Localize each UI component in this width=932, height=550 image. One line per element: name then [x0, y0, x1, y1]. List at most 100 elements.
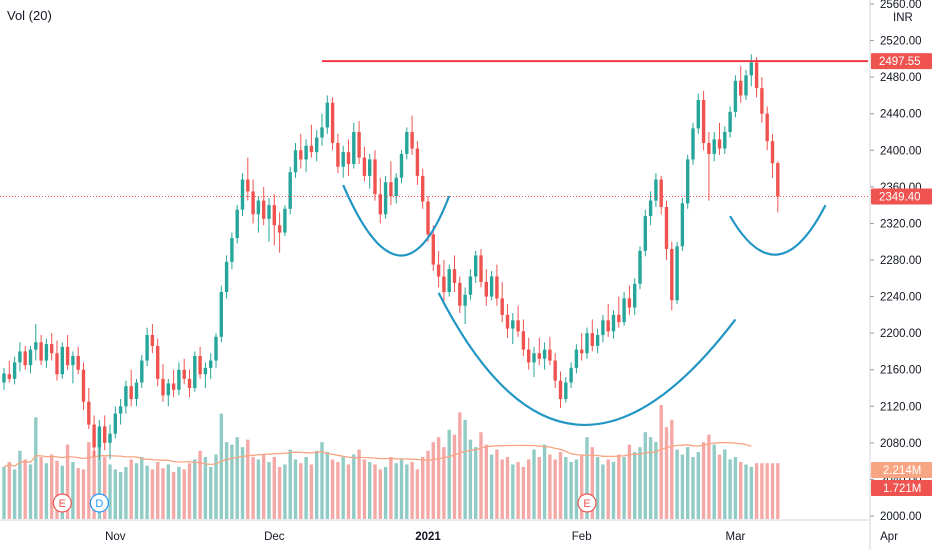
candle[interactable]	[474, 250, 478, 283]
candle[interactable]	[277, 212, 282, 253]
candle[interactable]	[569, 362, 573, 388]
candle[interactable]	[182, 358, 186, 385]
candle[interactable]	[707, 132, 711, 201]
candle[interactable]	[262, 186, 266, 226]
candle[interactable]	[240, 173, 245, 217]
candle[interactable]	[436, 250, 441, 288]
candle[interactable]	[585, 327, 589, 359]
candle[interactable]	[299, 133, 303, 169]
handle-arc[interactable]	[729, 204, 827, 256]
candle[interactable]	[214, 333, 218, 368]
candle[interactable]	[717, 122, 722, 155]
candle[interactable]	[723, 126, 727, 154]
candle[interactable]	[140, 355, 144, 388]
candle[interactable]	[315, 130, 319, 162]
cup-arc[interactable]	[437, 292, 737, 426]
candle[interactable]	[680, 197, 685, 251]
candle[interactable]	[558, 371, 563, 409]
candle[interactable]	[2, 367, 6, 390]
candle[interactable]	[765, 106, 769, 151]
candle[interactable]	[431, 225, 435, 271]
candle[interactable]	[341, 145, 345, 178]
candle[interactable]	[749, 54, 753, 87]
candle[interactable]	[373, 150, 377, 201]
candle[interactable]	[171, 369, 176, 398]
candle[interactable]	[134, 378, 139, 407]
candle[interactable]	[362, 146, 367, 182]
candle[interactable]	[463, 287, 467, 324]
candle[interactable]	[548, 336, 552, 366]
candle[interactable]	[235, 205, 239, 244]
event-marker[interactable]: E	[52, 493, 72, 513]
candle[interactable]	[12, 356, 17, 385]
volume-indicator-label[interactable]: Vol (20)	[7, 8, 52, 23]
candle[interactable]	[421, 168, 425, 209]
candle[interactable]	[686, 154, 690, 209]
candle[interactable]	[484, 269, 488, 306]
candle[interactable]	[458, 276, 462, 314]
candle[interactable]	[129, 369, 133, 407]
candle[interactable]	[7, 360, 11, 383]
candle[interactable]	[659, 175, 663, 215]
candle[interactable]	[744, 69, 748, 100]
candle[interactable]	[65, 334, 70, 370]
candle[interactable]	[378, 177, 382, 224]
candle[interactable]	[55, 340, 59, 381]
event-marker[interactable]: D	[89, 493, 110, 513]
candle[interactable]	[601, 314, 605, 343]
candle[interactable]	[34, 324, 38, 361]
candle[interactable]	[776, 161, 780, 213]
candle[interactable]	[28, 345, 33, 374]
candle[interactable]	[712, 132, 716, 162]
candle[interactable]	[383, 175, 388, 219]
candle[interactable]	[166, 378, 170, 407]
candle[interactable]	[739, 66, 743, 103]
candle[interactable]	[442, 260, 446, 302]
candle[interactable]	[219, 285, 223, 343]
candle[interactable]	[330, 97, 335, 151]
candle[interactable]	[256, 196, 261, 233]
candle[interactable]	[606, 303, 610, 337]
candle[interactable]	[81, 362, 86, 410]
candle[interactable]	[410, 115, 414, 155]
candle[interactable]	[39, 334, 43, 366]
candle[interactable]	[113, 406, 117, 439]
candle[interactable]	[511, 313, 515, 345]
candle[interactable]	[357, 121, 361, 164]
candle[interactable]	[516, 305, 520, 337]
candle[interactable]	[145, 327, 149, 367]
candle[interactable]	[203, 362, 208, 388]
candle[interactable]	[452, 255, 457, 292]
candle[interactable]	[638, 246, 642, 290]
candle[interactable]	[542, 342, 547, 370]
candle[interactable]	[643, 209, 647, 257]
candle[interactable]	[627, 285, 632, 315]
candle[interactable]	[617, 296, 621, 328]
candle[interactable]	[267, 197, 271, 242]
candle[interactable]	[304, 139, 308, 173]
candle[interactable]	[177, 362, 181, 396]
candle[interactable]	[336, 133, 340, 174]
candle[interactable]	[633, 278, 637, 315]
candle[interactable]	[426, 196, 430, 242]
candle[interactable]	[622, 292, 626, 326]
left-shoulder-arc[interactable]	[342, 184, 451, 257]
candle[interactable]	[664, 200, 669, 260]
candle[interactable]	[209, 353, 213, 379]
candle[interactable]	[754, 57, 759, 98]
event-marker[interactable]: E	[577, 493, 597, 513]
candle[interactable]	[611, 310, 616, 339]
candle[interactable]	[224, 255, 229, 299]
candle[interactable]	[564, 377, 568, 403]
candle[interactable]	[92, 415, 96, 457]
candle[interactable]	[230, 232, 234, 270]
candle[interactable]	[590, 319, 594, 352]
candle[interactable]	[691, 122, 695, 165]
currency-label[interactable]: INR	[893, 12, 913, 24]
candle[interactable]	[97, 420, 102, 460]
candle[interactable]	[399, 150, 404, 184]
candle[interactable]	[733, 75, 738, 118]
candle[interactable]	[495, 264, 499, 306]
candle[interactable]	[293, 142, 298, 178]
